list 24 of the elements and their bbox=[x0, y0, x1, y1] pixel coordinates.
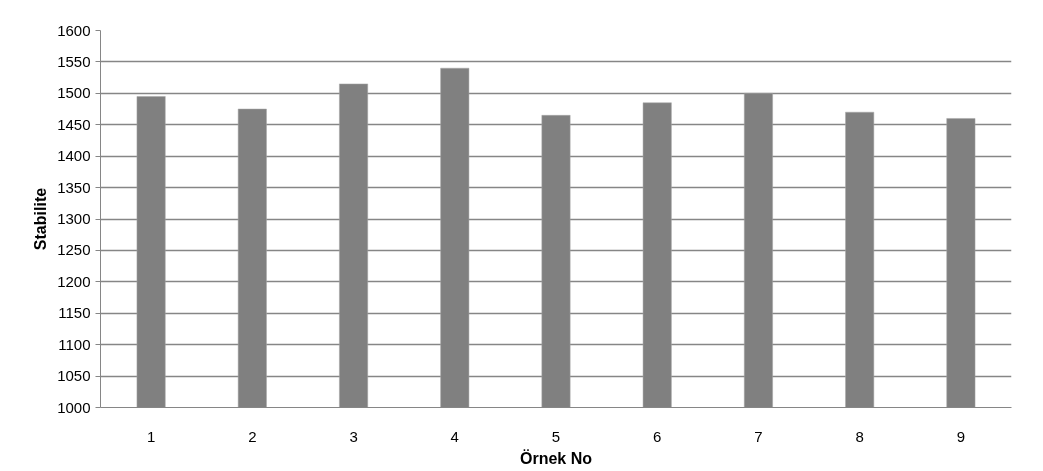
x-tick-label: 2 bbox=[248, 427, 257, 445]
y-tick-label: 1550 bbox=[57, 52, 91, 70]
y-tick-label: 1150 bbox=[58, 304, 91, 322]
x-tick-label: 6 bbox=[653, 427, 662, 445]
y-tick-label: 1200 bbox=[57, 272, 91, 290]
y-tick-label: 1500 bbox=[57, 84, 91, 102]
y-tick-label: 1300 bbox=[57, 210, 91, 227]
y-tick-label: 1250 bbox=[57, 241, 91, 259]
x-tick-label: 8 bbox=[855, 427, 864, 445]
x-tick-label: 1 bbox=[146, 427, 156, 445]
y-tick-label: 1600 bbox=[57, 21, 91, 39]
y-tick-label: 1000 bbox=[57, 398, 91, 416]
x-axis-title: Örnek No bbox=[519, 448, 593, 467]
y-tick-label: 1450 bbox=[57, 115, 91, 133]
y-axis-title: Stabilite bbox=[32, 187, 50, 251]
y-tick-label: 1400 bbox=[57, 147, 91, 165]
y-tick-label: 1350 bbox=[57, 178, 91, 196]
x-tick-label: 7 bbox=[754, 427, 763, 445]
x-tick-label: 4 bbox=[450, 427, 459, 445]
x-tick-label: 3 bbox=[349, 427, 358, 445]
x-tick-label: 5 bbox=[551, 427, 561, 445]
x-tick-label: 9 bbox=[956, 427, 966, 445]
y-tick-label: 1100 bbox=[58, 335, 91, 353]
y-tick-label: 1050 bbox=[57, 367, 91, 385]
